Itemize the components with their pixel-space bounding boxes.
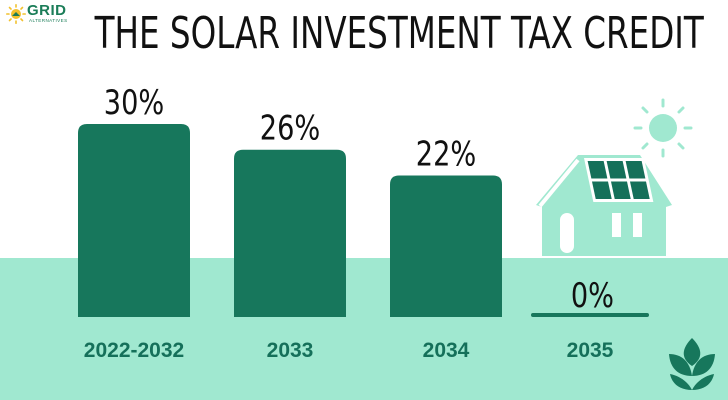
category-label-4: 2035 (567, 339, 614, 362)
bar-1 (78, 124, 190, 317)
category-label-1: 2022-2032 (84, 339, 184, 362)
value-labels: 30% 26% 22% 0% (104, 83, 614, 316)
logo-sun-icon (6, 4, 26, 24)
leaf-icon (669, 338, 715, 390)
bars (78, 124, 649, 317)
category-label-3: 2034 (423, 339, 470, 362)
value-label-2: 26% (260, 109, 320, 149)
bar-2 (234, 149, 346, 317)
bar-4 (531, 313, 649, 317)
category-label-2: 2033 (267, 339, 314, 362)
value-label-3: 22% (416, 135, 476, 175)
value-label-1: 30% (104, 83, 164, 123)
chart-title: THE SOLAR INVESTMENT TAX CREDIT (94, 8, 704, 59)
category-labels: 2022-2032 2033 2034 2035 (84, 339, 614, 362)
sun-icon (633, 98, 693, 158)
bar-3 (390, 175, 502, 317)
logo-name: GRID (27, 2, 67, 19)
logo-subtext: ALTERNATIVES (29, 18, 68, 23)
grid-alternatives-logo: GRID ALTERNATIVES (6, 3, 68, 29)
value-label-4: 0% (571, 276, 614, 316)
house-with-solar-panels-icon (536, 155, 672, 256)
